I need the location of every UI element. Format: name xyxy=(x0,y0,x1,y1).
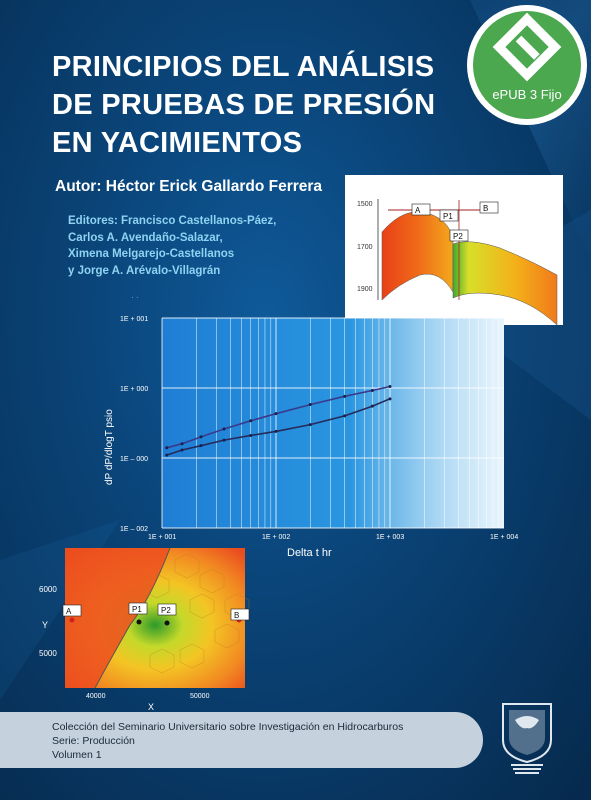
plot-area-fill xyxy=(162,318,504,528)
depth-y-tick: 1500 xyxy=(357,201,373,208)
editor-line: Carlos A. Avendaño-Salazar, xyxy=(68,231,223,244)
data-point xyxy=(199,435,203,439)
depth-y-tick: 1900 xyxy=(357,286,373,293)
x-tick-label: 1E + 003 xyxy=(376,534,404,541)
data-point xyxy=(388,385,392,389)
data-point xyxy=(180,448,184,452)
map-y-tick: 6000 xyxy=(39,585,57,594)
depth-layer-cool xyxy=(452,241,558,326)
data-point xyxy=(308,423,312,427)
series-line xyxy=(166,385,391,449)
depth-x-tick: 70000 xyxy=(537,188,557,195)
author-line: Autor: Héctor Erick Gallardo Ferrera xyxy=(55,178,323,195)
data-point xyxy=(165,453,169,457)
depth-label-box xyxy=(449,229,469,242)
y-axis-label: dP dP/dlogT psio xyxy=(104,409,115,485)
footer-text: Colección del Seminario Universitario so… xyxy=(52,720,403,762)
map-label-box xyxy=(230,608,250,621)
depth-chart-title: Distancia xyxy=(437,180,479,191)
data-point xyxy=(249,433,253,437)
data-point xyxy=(343,394,347,398)
y-tick-label: 1E – 000 xyxy=(120,456,148,463)
depth-label-text: B xyxy=(483,204,488,213)
y-tick-label: 1E – 002 xyxy=(120,526,148,533)
data-point xyxy=(222,438,226,442)
editors-block: Editores: Francisco Castellanos-Páez, Ca… xyxy=(68,213,276,279)
map-fault-line xyxy=(94,547,171,689)
y-axis-units-mark: · · xyxy=(131,293,139,302)
collection-footer: Colección del Seminario Universitario so… xyxy=(0,712,483,768)
title-line: DE PRUEBAS DE PRESIÓN xyxy=(52,89,436,121)
data-point xyxy=(180,442,184,446)
data-point xyxy=(388,397,392,401)
data-point xyxy=(343,414,347,418)
editor-line: Ximena Melgarejo-Castellanos xyxy=(68,248,235,260)
data-point xyxy=(249,419,253,423)
map-label-text: B xyxy=(234,611,239,620)
map-x-label: X xyxy=(148,702,154,712)
editor-line: y Jorge A. Arévalo-Villagrán xyxy=(68,264,221,277)
depth-label-text: P1 xyxy=(443,212,453,221)
x-axis-label: Delta t hr xyxy=(287,547,332,559)
data-point xyxy=(274,429,278,433)
footer-line: Volumen 1 xyxy=(52,749,102,761)
series-line xyxy=(166,398,391,456)
data-point xyxy=(165,446,169,450)
epub-badge: ePUB 3 Fijo xyxy=(467,5,587,125)
map-point-p1 xyxy=(136,619,142,625)
map-x-tick: 50000 xyxy=(190,693,210,700)
badge-circle xyxy=(473,11,581,119)
y-tick-label: 1E + 000 xyxy=(120,386,148,393)
depth-label-box xyxy=(439,209,459,222)
y-tick-label: 1E + 001 xyxy=(120,316,148,323)
map-label-box xyxy=(157,603,177,616)
depth-label-text: P2 xyxy=(453,232,463,241)
x-tick-label: 1E + 004 xyxy=(490,534,518,541)
university-seal-logo xyxy=(502,703,552,774)
data-point xyxy=(199,444,203,448)
title-line: PRINCIPIOS DEL ANÁLISIS xyxy=(52,51,435,83)
title-line: EN YACIMIENTOS xyxy=(52,127,303,159)
map-y-tick: 5000 xyxy=(39,649,57,658)
depth-label-box xyxy=(479,201,499,214)
map-label-box xyxy=(128,602,148,615)
data-point xyxy=(308,403,312,407)
map-cells xyxy=(144,553,250,674)
depth-x-tick: 30000 xyxy=(383,188,403,195)
depth-label-text: A xyxy=(415,206,421,215)
map-label-box xyxy=(62,604,82,617)
editor-line: Editores: Francisco Castellanos-Páez, xyxy=(68,215,277,227)
badge-label: ePUB 3 Fijo xyxy=(492,87,562,102)
depth-label-box xyxy=(411,203,431,216)
map-hot-region xyxy=(65,548,170,688)
data-point xyxy=(222,427,226,431)
map-label-text: P2 xyxy=(161,606,171,615)
book-title: PRINCIPIOS DEL ANÁLISIS DE PRUEBAS DE PR… xyxy=(52,48,472,162)
map-point-a xyxy=(69,617,75,623)
data-point xyxy=(370,404,374,408)
map-label-text: P1 xyxy=(132,605,142,614)
map-x-tick: 40000 xyxy=(86,693,106,700)
map-label-text: A xyxy=(66,607,72,616)
depth-y-label: Profundidad xyxy=(348,226,359,280)
footer-line: Serie: Producción xyxy=(52,735,135,747)
map-point-p2 xyxy=(164,620,170,626)
x-tick-label: 1E + 001 xyxy=(148,534,176,541)
depth-y-tick: 1700 xyxy=(357,244,373,251)
map-y-label: Y xyxy=(42,620,48,630)
x-tick-label: 1E + 002 xyxy=(262,534,290,541)
epub-logo-icon xyxy=(492,12,562,82)
footer-line: Colección del Seminario Universitario so… xyxy=(52,721,404,733)
data-point xyxy=(370,389,374,393)
data-point xyxy=(274,412,278,416)
